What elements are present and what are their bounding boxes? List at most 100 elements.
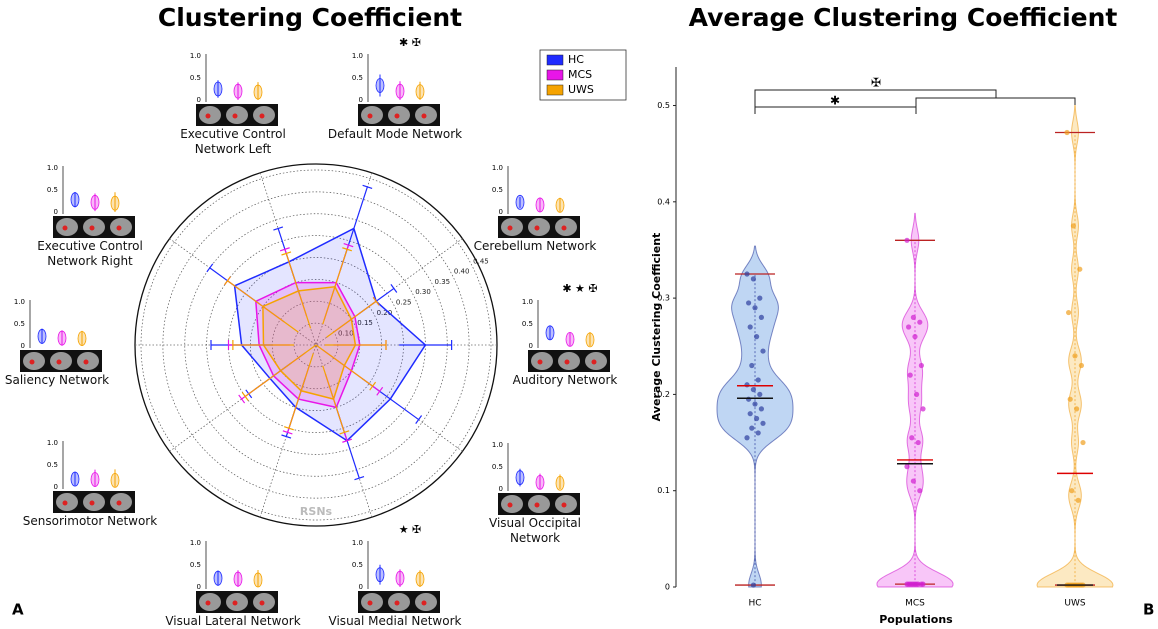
inset-violin <box>71 472 79 486</box>
data-point <box>756 377 761 382</box>
network-label: Auditory Network <box>490 373 640 388</box>
legend-swatch <box>547 85 563 95</box>
data-point <box>754 416 759 421</box>
data-point <box>1079 363 1084 368</box>
inset-violin <box>556 198 564 212</box>
inset-violin <box>516 195 524 209</box>
r-tick-label: 0.40 <box>454 268 470 276</box>
data-point <box>751 582 756 587</box>
brain-activation <box>395 601 400 606</box>
data-point <box>756 430 761 435</box>
inset-violin <box>516 471 524 485</box>
brain-activation <box>562 226 567 231</box>
brain-activation <box>508 503 513 508</box>
inset-violin <box>91 195 99 209</box>
data-point <box>917 488 922 493</box>
network-label: Visual Medial Network <box>320 614 470 629</box>
r-tick-label: 0.45 <box>473 257 489 265</box>
inset: 00.51.0 <box>492 441 580 515</box>
brain-activation <box>368 114 373 119</box>
significance: ✱ ★ ✠ <box>562 282 597 295</box>
data-point <box>744 435 749 440</box>
figure: Clustering Coefficient Average Clusterin… <box>0 0 1158 629</box>
inset-violin <box>71 193 79 207</box>
chart-title: Clustering Coefficient <box>158 3 462 32</box>
inset-violin <box>58 331 66 345</box>
inset-tick-label: 1.0 <box>47 164 58 172</box>
brain-activation <box>535 226 540 231</box>
data-point <box>904 238 909 243</box>
data-point <box>906 324 911 329</box>
inset-violin <box>91 473 99 487</box>
inset-violin <box>536 475 544 489</box>
inset-violin <box>556 476 564 490</box>
inset: 00.51.0 <box>492 164 580 238</box>
data-point <box>920 582 925 587</box>
network-label: Default Mode Network <box>320 127 470 142</box>
data-point <box>749 426 754 431</box>
brain-activation <box>90 226 95 231</box>
data-point <box>917 320 922 325</box>
network-label: Visual Lateral Network <box>158 614 308 629</box>
brain-activation <box>206 114 211 119</box>
inset-violin <box>38 329 46 343</box>
network-label: Sensorimotor Network <box>15 514 165 529</box>
data-point <box>1068 397 1073 402</box>
inset-tick-label: 0.5 <box>352 74 363 82</box>
inset-tick-label: 0 <box>21 342 25 350</box>
inset-violin <box>111 473 119 487</box>
brain-activation <box>368 601 373 606</box>
inset-tick-label: 1.0 <box>352 539 363 547</box>
x-tick-label: UWS <box>1064 599 1085 609</box>
brain-activation <box>233 601 238 606</box>
data-point <box>904 582 909 587</box>
inset-tick-label: 0 <box>359 96 363 104</box>
brain-activation <box>535 503 540 508</box>
inset-violin <box>586 333 594 347</box>
panel-label: A <box>12 601 24 619</box>
significance-brackets <box>755 90 1075 114</box>
y-tick-label: 0.1 <box>657 486 670 495</box>
annotation: ✠ <box>871 76 881 90</box>
data-point <box>754 334 759 339</box>
r-tick-label: 0.30 <box>415 288 431 296</box>
data-point <box>1077 267 1082 272</box>
inset-tick-label: 0.5 <box>492 463 503 471</box>
inset-tick-label: 0.5 <box>522 320 533 328</box>
data-point <box>760 348 765 353</box>
y-tick-label: 0.5 <box>657 101 670 110</box>
inset-violin <box>214 82 222 96</box>
inset-violin <box>566 332 574 346</box>
inset: 00.51.0 <box>14 298 102 372</box>
data-point <box>912 334 917 339</box>
data-point <box>904 464 909 469</box>
inset-tick-label: 1.0 <box>492 164 503 172</box>
network-label: Visual Occipital Network <box>480 516 590 546</box>
inset-tick-label: 0.5 <box>190 561 201 569</box>
brain-activation <box>395 114 400 119</box>
data-point <box>751 387 756 392</box>
data-point <box>759 406 764 411</box>
brain-activation <box>63 501 68 506</box>
error-cap <box>239 395 245 403</box>
error-cap <box>225 277 231 285</box>
y-tick-label: 0.4 <box>657 197 670 206</box>
inset: 00.51.0✱ ✠ <box>352 36 440 126</box>
network-label: Saliency Network <box>0 373 122 388</box>
inset-violin <box>396 84 404 98</box>
brain-activation <box>508 226 513 231</box>
error-cap <box>391 284 397 292</box>
significance: ★ ✠ <box>399 523 422 536</box>
annotation: ✱ <box>830 94 840 108</box>
data-point <box>1074 406 1079 411</box>
inset-tick-label: 0 <box>54 483 58 491</box>
brain-activation <box>260 114 265 119</box>
inset-tick-label: 1.0 <box>190 52 201 60</box>
r-tick-label: 0.25 <box>396 299 412 307</box>
data-point <box>746 300 751 305</box>
network-label: Cerebellum Network <box>460 239 610 254</box>
inset-tick-label: 0 <box>499 485 503 493</box>
inset-violin <box>376 78 384 92</box>
inset-violin <box>546 326 554 340</box>
inset-tick-label: 0 <box>197 96 201 104</box>
